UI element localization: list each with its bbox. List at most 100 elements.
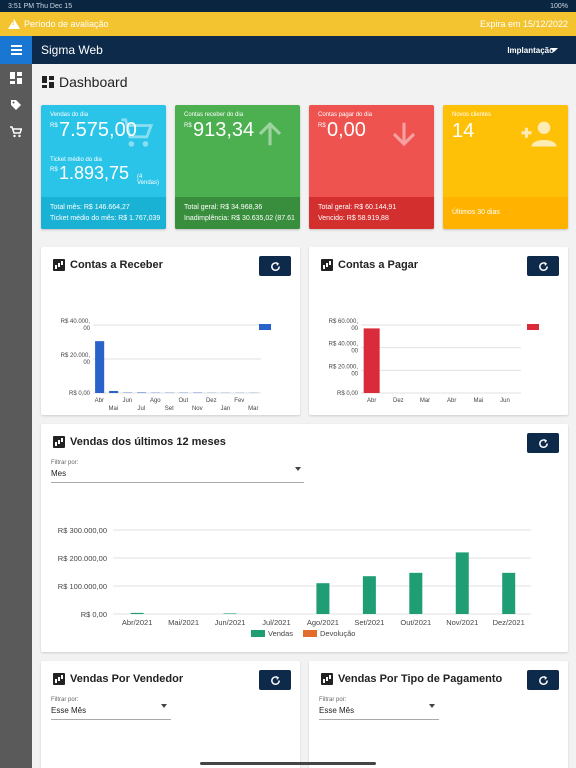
receivable-label: Contas receber do dia [184,112,244,118]
y-tick-label: R$ 300.000,00 [58,526,107,535]
y-tick-label: R$ 40.000, [61,319,91,325]
new-clients-footer: Últimos 30 dias [443,197,568,229]
x-tick-label: Nov [192,406,203,412]
sales-by-payment-title-text: Vendas Por Tipo de Pagamento [338,673,503,685]
receivable-currency: R$ [184,123,192,129]
menu-icon[interactable] [0,36,32,64]
sales-footer: Total mês: R$ 146.664,27 Ticket médio do… [41,197,166,229]
new-clients-period: Últimos 30 dias [452,209,500,216]
receivable-default: Inadimplência: R$ 30.635,02 (87.61 [184,215,295,222]
x-tick-label: Nov/2021 [446,618,478,627]
chevron-down-icon[interactable] [161,704,167,708]
x-tick-label: Jun/2021 [215,618,246,627]
x-tick-label: Out [178,398,188,404]
bar [362,576,376,614]
chevron-down-icon[interactable] [429,704,435,708]
filter-label: Filtrar por: [51,697,79,703]
status-date: Thu Dec 15 [35,2,73,10]
add-person-icon [521,121,557,147]
system-status-bar: 3:51 PM Thu Dec 15 100% [0,0,576,12]
receivables-chart: R$ 0,00R$ 20.000,00R$ 40.000,00AbrMaiJun… [61,319,271,412]
sales-label: Vendas do dia [50,112,89,118]
new-clients-value: 14 [452,120,475,142]
sales-card[interactable]: Vendas do dia R$ 7.575,00 Ticket médio d… [41,105,166,229]
x-tick-label: Jul/2021 [262,618,290,627]
filter-label: Filtrar por: [319,697,347,703]
trial-label: Período de avaliação [24,19,109,29]
y-tick-label: R$ 100.000,00 [58,582,107,591]
payable-card[interactable]: Contas pagar do dia R$ 0,00 Total geral:… [309,105,434,229]
y-tick-label: R$ 0,00 [81,610,107,619]
refresh-button[interactable] [527,433,559,453]
arrow-up-icon [258,121,282,146]
arrow-down-icon [392,122,416,147]
trial-expiry: Expira em 15/12/2022 [479,19,568,29]
payables-title-text: Contas a Pagar [338,259,419,271]
receivable-card[interactable]: Contas receber do dia R$ 913,34 Total ge… [175,105,300,229]
refresh-button[interactable] [527,256,559,276]
cart-icon [121,118,154,147]
x-tick-label: Set [165,406,174,412]
sales-by-payment-title: Vendas Por Tipo de Pagamento [321,673,502,685]
x-tick-label: Ago [150,398,161,404]
chevron-down-icon[interactable] [295,467,301,471]
payable-label: Contas pagar do dia [318,112,373,118]
environment-selector[interactable]: Implantação [507,45,554,55]
new-clients-card[interactable]: Novos clientes 14 Últimos 30 dias [443,105,568,229]
seller-period-select[interactable]: Esse Mês [51,706,171,720]
x-tick-label: Jan [220,406,230,412]
x-tick-label: Abr/2021 [122,618,152,627]
refresh-button[interactable] [259,670,291,690]
x-tick-label: Jun [500,398,510,404]
chevron-down-icon[interactable] [550,48,558,52]
receivables-title: Contas a Receber [53,259,163,271]
payment-period-select[interactable]: Esse Mês [319,706,439,720]
y-tick-label-cents: 00 [351,349,358,355]
sales-by-seller-title-text: Vendas Por Vendedor [70,673,184,685]
new-clients-label: Novos clientes [452,112,492,118]
x-tick-label: Fev [234,398,244,404]
x-tick-label: Out/2021 [400,618,431,627]
x-tick-label: Mar [420,398,430,404]
status-battery: 100% [550,2,568,10]
bar-chart-icon [321,673,333,685]
y-tick-label: R$ 20.000, [61,353,91,359]
legend-swatch [259,324,271,330]
refresh-icon [538,438,548,448]
sales-12-months-title-text: Vendas dos últimos 12 meses [70,436,226,448]
x-tick-label: Dez [393,398,404,404]
x-tick-label: Set/2021 [354,618,384,627]
bar [95,341,105,393]
bar [223,613,237,614]
dashboard-icon [42,76,54,88]
payable-overdue: Vencido: R$ 58.919,88 [318,215,389,222]
x-tick-label: Jun [122,398,132,404]
ticket-label: Ticket médio do dia [50,157,102,163]
sales-value: 7.575,00 [59,119,137,141]
period-filter-select[interactable]: Mes [51,469,304,483]
cart-icon[interactable] [0,118,32,145]
tag-icon[interactable] [0,91,32,118]
y-tick-label: R$ 0,00 [69,391,91,397]
receivable-footer: Total geral: R$ 34.968,36 Inadimplência:… [175,197,300,229]
home-indicator [200,762,376,765]
y-tick-label: R$ 200.000,00 [58,554,107,563]
payable-footer: Total geral: R$ 60.144,91 Vencido: R$ 58… [309,197,434,229]
refresh-button[interactable] [259,256,291,276]
refresh-button[interactable] [527,670,559,690]
filter-label: Filtrar por: [51,460,79,466]
bar [409,572,423,614]
app-title: Sigma Web [41,43,103,57]
payable-total: Total geral: R$ 60.144,91 [318,204,397,211]
bar [316,583,330,614]
receivable-value: 913,34 [193,119,255,141]
dashboard-icon[interactable] [0,64,32,91]
app-bar: Sigma Web Implantação [0,36,576,64]
trial-banner: Período de avaliação Expira em 15/12/202… [0,12,576,36]
bar-chart-icon [53,673,65,685]
sales-currency: R$ [50,123,58,129]
payables-chart: R$ 0,00R$ 20.000,00R$ 40.000,00R$ 60.000… [329,319,539,404]
payables-panel: Contas a Pagar R$ 0,00 R$ 20.000, 00 R$ 40.… [309,247,568,415]
bar [455,552,469,614]
receivable-total: Total geral: R$ 34.968,36 [184,204,263,211]
